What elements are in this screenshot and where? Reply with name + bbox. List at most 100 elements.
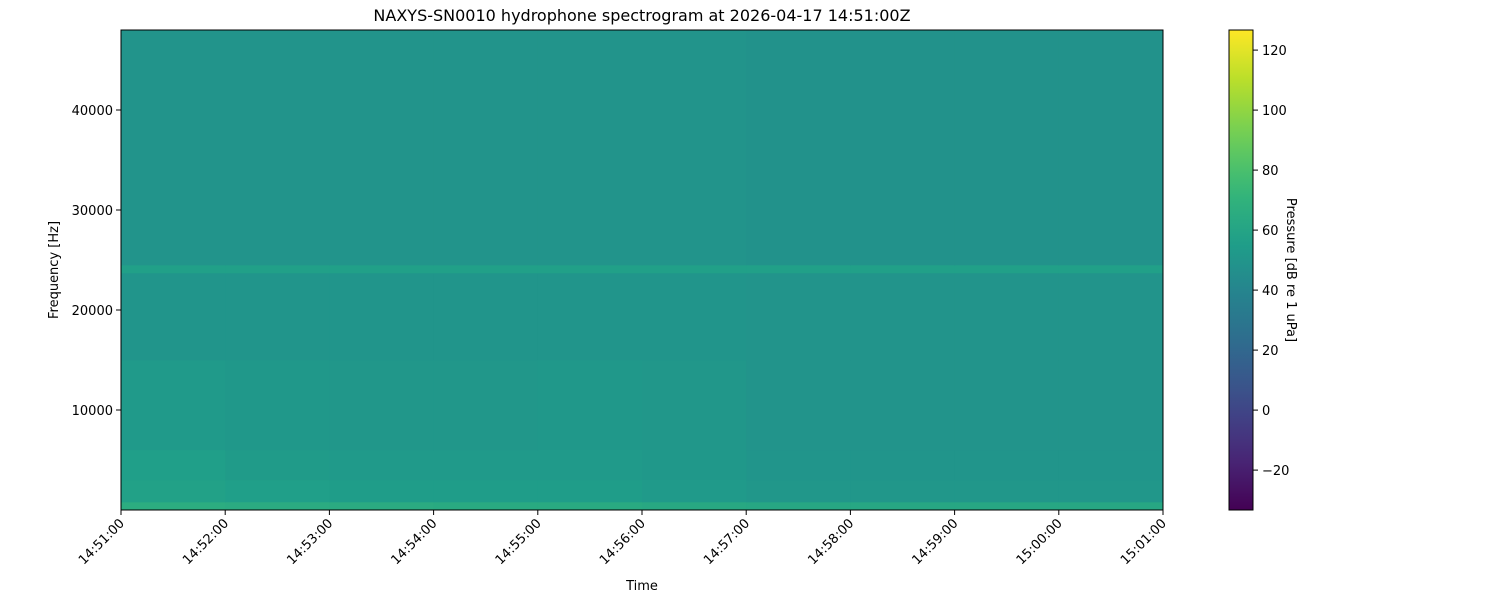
heatmap-cell [850, 360, 956, 451]
y-tick-label: 20000 [72, 304, 113, 319]
heatmap-cell [225, 265, 330, 274]
heatmap-cell [1058, 450, 1164, 481]
y-tick-label: 10000 [72, 404, 113, 419]
heatmap-cell [329, 450, 435, 481]
x-tick-label: 14:53:00 [284, 516, 336, 568]
heatmap-cell [329, 480, 435, 503]
heatmap-cell [850, 480, 956, 503]
heatmap-cell [746, 480, 851, 503]
heatmap-cell [746, 360, 851, 451]
heatmap-cell [1058, 265, 1164, 274]
x-tick-label: 14:51:00 [76, 516, 128, 568]
x-tick-label: 15:00:00 [1014, 516, 1066, 568]
heatmap-cell [537, 273, 643, 361]
heatmap-cell [433, 265, 539, 274]
heatmap-cell [746, 265, 851, 274]
heatmap-cell [642, 265, 747, 274]
x-tick-label: 14:52:00 [180, 516, 232, 568]
heatmap-cell [1058, 480, 1164, 503]
colorbar-tick-label: 60 [1262, 224, 1279, 239]
heatmap-cell [121, 360, 226, 451]
colorbar-tick-label: 80 [1262, 164, 1279, 179]
heatmap-cell [1058, 30, 1164, 266]
heatmap-cell [954, 502, 1060, 511]
heatmap-cells [121, 30, 1164, 511]
heatmap-cell [642, 450, 747, 481]
colorbar-tick-label: 0 [1262, 404, 1270, 419]
heatmap-cell [121, 502, 226, 511]
heatmap-cell [850, 502, 956, 511]
heatmap-cell [329, 502, 435, 511]
heatmap-cell [121, 450, 226, 481]
heatmap-cell [225, 502, 330, 511]
x-tick-label: 15:01:00 [1118, 516, 1170, 568]
heatmap-cell [642, 502, 747, 511]
heatmap-cell [850, 273, 956, 361]
heatmap-cell [121, 265, 226, 274]
y-axis: 10000 20000 30000 40000 [72, 104, 121, 419]
x-tick-label: 14:54:00 [389, 516, 441, 568]
heatmap-cell [850, 265, 956, 274]
heatmap-cell [954, 360, 1060, 451]
heatmap-cell [537, 502, 643, 511]
heatmap-cell [746, 273, 851, 361]
y-tick-label: 40000 [72, 104, 113, 119]
x-tick-label: 14:55:00 [493, 516, 545, 568]
heatmap-cell [121, 273, 226, 361]
heatmap-cell [850, 450, 956, 481]
chart-title: NAXYS-SN0010 hydrophone spectrogram at 2… [373, 6, 910, 25]
heatmap-cell [1058, 502, 1164, 511]
heatmap-cell [537, 480, 643, 503]
x-axis: 14:51:00 14:52:00 14:53:00 14:54:00 14:55:00… [76, 510, 1170, 568]
heatmap-cell [537, 360, 643, 451]
heatmap-cell [642, 480, 747, 503]
y-axis-label: Frequency [Hz] [47, 221, 62, 319]
heatmap-cell [225, 273, 330, 361]
colorbar-label: Pressure [dB re 1 uPa] [1283, 198, 1298, 342]
heatmap-cell [954, 273, 1060, 361]
heatmap-cell [433, 480, 539, 503]
heatmap-cell [954, 450, 1060, 481]
colorbar-tick-label: 120 [1262, 44, 1287, 59]
heatmap-cell [121, 30, 226, 266]
x-tick-label: 14:57:00 [701, 516, 753, 568]
heatmap-cell [225, 360, 330, 451]
heatmap-cell [642, 273, 747, 361]
x-axis-label: Time [625, 579, 658, 594]
colorbar-tick-label: 40 [1262, 284, 1279, 299]
heatmap-cell [433, 30, 539, 266]
heatmap-cell [433, 502, 539, 511]
heatmap-cell [329, 265, 435, 274]
heatmap-cell [225, 450, 330, 481]
heatmap-cell [746, 502, 851, 511]
heatmap-cell [537, 265, 643, 274]
heatmap-cell [433, 273, 539, 361]
y-tick-label: 30000 [72, 204, 113, 219]
heatmap-cell [329, 360, 435, 451]
heatmap-cell [433, 360, 539, 451]
heatmap-cell [537, 30, 643, 266]
colorbar [1228, 29, 1254, 511]
heatmap-cell [329, 273, 435, 361]
heatmap-cell [329, 30, 435, 266]
heatmap-cell [1058, 273, 1164, 361]
heatmap-cell [225, 480, 330, 503]
heatmap-cell [850, 30, 956, 266]
heatmap-cell [1058, 360, 1164, 451]
heatmap-cell [433, 450, 539, 481]
x-tick-label: 14:56:00 [597, 516, 649, 568]
x-tick-label: 14:58:00 [805, 516, 857, 568]
heatmap-cell [746, 450, 851, 481]
heatmap-cell [642, 360, 747, 451]
colorbar-tick-label: 20 [1262, 344, 1279, 359]
colorbar-axis: −20 0 20 40 60 80 100 120 [1253, 44, 1289, 479]
colorbar-tick-label: 100 [1262, 104, 1287, 119]
heatmap-cell [537, 450, 643, 481]
heatmap-cell [642, 30, 747, 266]
heatmap-cell [954, 30, 1060, 266]
heatmap-cell [225, 30, 330, 266]
heatmap-cell [954, 265, 1060, 274]
heatmap-cell [746, 30, 851, 266]
heatmap-cell [954, 480, 1060, 503]
